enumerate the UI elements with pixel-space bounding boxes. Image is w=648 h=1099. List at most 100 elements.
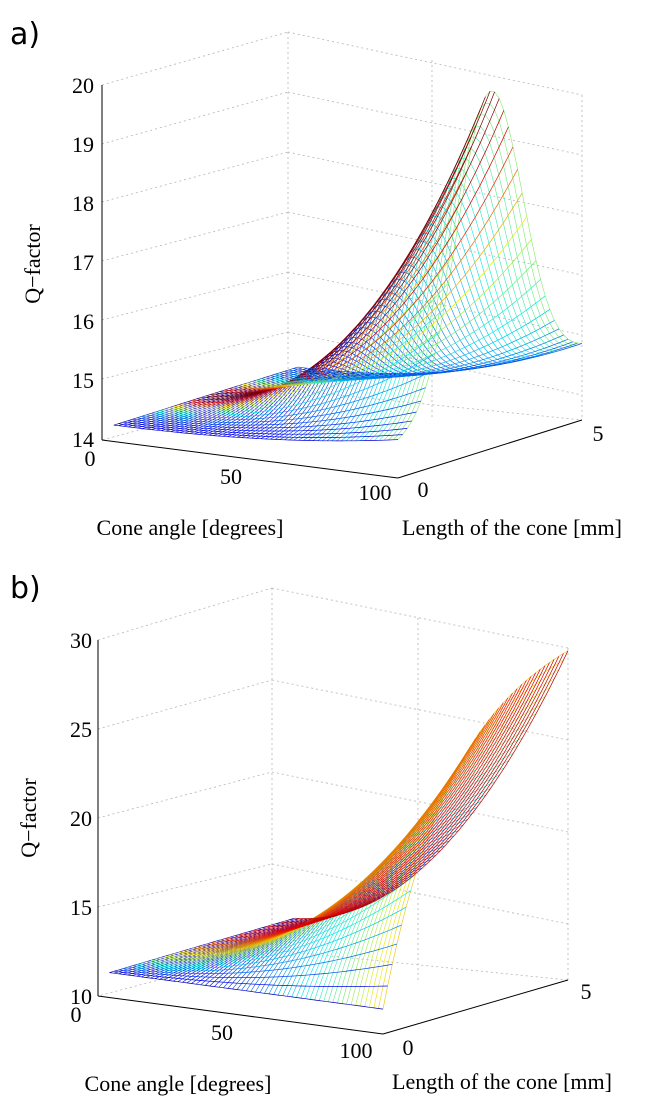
panel-a-x-tick: 50 xyxy=(220,464,242,489)
surface-mesh-line xyxy=(210,91,495,396)
surface-mesh-line xyxy=(206,731,481,945)
surface-mesh-line xyxy=(323,760,509,1002)
surface-mesh-line xyxy=(182,170,468,405)
panel-b-z-tick: 30 xyxy=(70,628,92,653)
surface-mesh-line xyxy=(355,704,541,1006)
panel-a-z-tick: 14 xyxy=(72,427,94,452)
panel-a-x-tick: 100 xyxy=(359,480,392,505)
panel-b-grid-line xyxy=(271,863,569,925)
surface-mesh-line xyxy=(266,669,541,928)
surface-mesh-line xyxy=(234,697,509,937)
surface-mesh-line xyxy=(145,371,431,421)
surface-mesh-line xyxy=(159,308,445,414)
panel-b-z-tick: 20 xyxy=(70,806,92,831)
panel-a-grid-line xyxy=(101,151,289,203)
surface-mesh-line xyxy=(247,239,532,386)
panel-b-chart: b) 10 15 20 25 30 0 50 100 xyxy=(10,571,612,1096)
panel-b-z-tick: 25 xyxy=(70,717,92,742)
surface-mesh-line xyxy=(150,845,425,963)
panel-a-x-axis xyxy=(101,439,399,479)
panel-b-x-label: Cone angle [degrees] xyxy=(85,1071,272,1096)
panel-a-z-label: Q−factor xyxy=(20,224,45,304)
surface-mesh-line xyxy=(242,216,528,387)
panel-a-y-tick: 0 xyxy=(418,477,429,502)
surface-mesh-line xyxy=(164,809,439,958)
panel-b-x-tick: 0 xyxy=(71,1002,82,1027)
surface-mesh-line xyxy=(305,788,491,999)
panel-a-grid-line xyxy=(287,389,583,421)
panel-a-y-label: Length of the cone [mm] xyxy=(402,515,622,540)
panel-b-grid-line xyxy=(271,949,569,981)
panel-b-surface xyxy=(109,650,569,1010)
surface-mesh-line xyxy=(229,702,504,939)
panel-b-y-axis xyxy=(382,979,569,1035)
surface-mesh-line xyxy=(248,684,523,933)
surface-mesh-line xyxy=(294,650,569,919)
panel-b-grid xyxy=(97,587,569,997)
surface-mesh-line xyxy=(233,169,518,389)
panel-a-z-tick: 17 xyxy=(72,250,94,275)
panel-b-label: b) xyxy=(10,571,41,606)
panel-b-z-label: Q−factor xyxy=(16,778,41,858)
panel-a-grid-line xyxy=(287,151,583,216)
panel-b-z-tick: 15 xyxy=(70,895,92,920)
surface-mesh-line xyxy=(137,890,411,968)
surface-mesh-line xyxy=(205,91,491,398)
surface-mesh-line xyxy=(297,343,583,374)
panel-b-y-tick: 0 xyxy=(403,1035,414,1060)
surface-mesh-line xyxy=(378,659,564,1009)
surface-mesh-line xyxy=(318,767,505,1001)
surface-mesh-line xyxy=(113,970,388,987)
surface-mesh-line xyxy=(271,665,546,926)
panel-b-y-tick: 5 xyxy=(581,979,592,1004)
panel-a-chart: a) 14 xyxy=(10,17,622,540)
panel-a-grid-line xyxy=(101,331,289,380)
surface-mesh-line xyxy=(215,719,490,943)
surface-mesh-line xyxy=(309,781,496,1000)
surface-mesh-line xyxy=(160,820,435,960)
surface-mesh-line xyxy=(364,687,550,1007)
panel-a-grid-line xyxy=(287,331,583,396)
panel-b-axes xyxy=(97,640,569,1035)
surface-mesh-line xyxy=(220,713,495,941)
surface-mesh-line xyxy=(155,332,440,416)
panel-b-z-tick: 10 xyxy=(70,984,92,1009)
surface-mesh-line xyxy=(251,260,537,385)
surface-mesh-line xyxy=(265,309,550,382)
panel-a-z-tick: 20 xyxy=(72,73,94,98)
surface-mesh-line xyxy=(237,192,523,388)
panel-b-grid-line xyxy=(271,679,569,741)
surface-mesh-line xyxy=(286,813,473,997)
panel-b-y-label: Length of the cone [mm] xyxy=(392,1069,612,1094)
surface-mesh-line xyxy=(141,387,426,423)
surface-mesh-line xyxy=(127,924,402,972)
surface-mesh-line xyxy=(277,824,464,996)
surface-mesh-line xyxy=(256,279,541,384)
panel-b-grid-line xyxy=(97,771,273,819)
surface-mesh-line xyxy=(141,874,416,966)
surface-mesh-line xyxy=(136,400,422,426)
surface-mesh-line xyxy=(118,423,403,438)
surface-mesh-line xyxy=(168,254,454,410)
panel-b-x-tick: 50 xyxy=(211,1020,233,1045)
panel-a-label: a) xyxy=(10,17,40,52)
surface-mesh-line xyxy=(296,801,482,998)
surface-mesh-line xyxy=(146,859,421,964)
panel-a-grid-line xyxy=(101,211,289,262)
surface-mesh-line xyxy=(118,963,393,978)
panel-a-y-tick: 5 xyxy=(593,421,604,446)
surface-mesh-line xyxy=(293,342,578,376)
surface-mesh-line xyxy=(123,943,398,974)
panel-b-grid-line xyxy=(97,863,273,908)
panel-b-grid-line xyxy=(271,587,569,649)
surface-mesh-line xyxy=(224,707,499,940)
panel-a-grid-line xyxy=(101,271,289,321)
surface-mesh-line xyxy=(113,424,399,442)
surface-mesh-line xyxy=(369,678,555,1008)
surface-mesh-line xyxy=(178,198,463,407)
surface-mesh-line xyxy=(288,341,573,377)
panel-a-grid-line xyxy=(287,31,583,96)
panel-b-grid-line xyxy=(271,771,569,833)
panel-a-grid xyxy=(101,31,583,441)
panel-a-x-tick: 0 xyxy=(85,446,96,471)
